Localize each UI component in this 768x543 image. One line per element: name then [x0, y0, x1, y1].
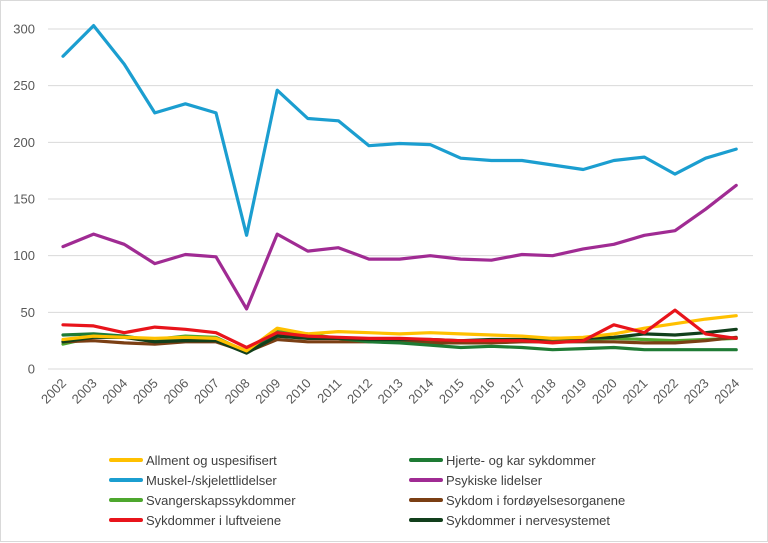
x-tick-label: 2007 [191, 376, 222, 407]
legend-label: Hjerte- og kar sykdommer [446, 452, 596, 468]
series-line-psykiske-lidelser [61, 183, 738, 311]
y-tick-label: 150 [13, 192, 35, 207]
series-line-sykdommer-i-luftveiene [61, 308, 738, 350]
legend-item-fordoyelse: Sykdom i fordøyelsesorganene [409, 491, 625, 509]
gridlines [48, 28, 753, 370]
x-tick-label: 2014 [405, 376, 436, 407]
legend-item-svangerskap: Svangerskapssykdommer [109, 491, 296, 509]
x-tick-label: 2012 [344, 376, 375, 407]
legend-swatch [409, 478, 443, 482]
x-tick-label: 2022 [650, 376, 681, 407]
x-tick-label: 2013 [375, 376, 406, 407]
x-tick-label: 2010 [283, 376, 314, 407]
y-tick-label: 300 [13, 22, 35, 37]
legend-swatch [409, 458, 443, 462]
legend-label: Muskel-/skjelettlidelser [146, 472, 277, 488]
x-tick-label: 2016 [466, 376, 497, 407]
x-tick-label: 2018 [528, 376, 559, 407]
series-lines [61, 24, 738, 355]
legend-item-muskel: Muskel-/skjelettlidelser [109, 471, 277, 489]
x-tick-label: 2005 [130, 376, 161, 407]
y-tick-label: 100 [13, 248, 35, 263]
x-tick-label: 2024 [711, 376, 742, 407]
y-axis-ticks: 0 50 100 150 200 250 300 [13, 22, 35, 377]
legend-item-psykiske: Psykiske lidelser [409, 471, 542, 489]
x-tick-label: 2019 [558, 376, 589, 407]
x-tick-label: 2023 [681, 376, 712, 407]
legend-label: Psykiske lidelser [446, 472, 543, 488]
y-tick-label: 200 [13, 135, 35, 150]
x-tick-label: 2017 [497, 376, 528, 407]
x-tick-label: 2011 [314, 376, 344, 406]
legend-label: Svangerskapssykdommer [146, 492, 296, 508]
y-tick-label: 0 [28, 362, 35, 377]
x-tick-label: 2003 [69, 376, 100, 407]
x-tick-label: 2009 [252, 376, 283, 407]
series-line-muskel-skjelettlidelser [61, 24, 738, 237]
legend-label: Sykdommer i nervesystemet [446, 512, 610, 528]
x-tick-label: 2002 [38, 376, 69, 407]
y-tick-label: 250 [13, 78, 35, 93]
legend-item-luftveiene: Sykdommer i luftveiene [109, 511, 281, 529]
legend-swatch [109, 478, 143, 482]
legend-label: Sykdom i fordøyelsesorganene [446, 492, 626, 508]
x-tick-label: 2004 [99, 376, 130, 407]
legend-label: Allment og uspesifisert [146, 452, 277, 468]
x-axis-ticks: 2002 2003 2004 2005 2006 2007 2008 2009 2010 2011… [38, 376, 742, 407]
legend-swatch [109, 518, 143, 522]
x-tick-label: 2006 [160, 376, 191, 407]
legend-swatch [409, 498, 443, 502]
x-tick-label: 2015 [436, 376, 467, 407]
y-tick-label: 50 [21, 305, 35, 320]
x-tick-label: 2008 [222, 376, 253, 407]
legend-swatch [409, 518, 443, 522]
series-line-allment-og-uspesifisert [61, 314, 738, 353]
legend-item-allment: Allment og uspesifisert [109, 451, 277, 469]
legend-item-nervesystemet: Sykdommer i nervesystemet [409, 511, 610, 529]
legend-swatch [109, 458, 143, 462]
legend-swatch [109, 498, 143, 502]
legend-item-hjerte: Hjerte- og kar sykdommer [409, 451, 596, 469]
x-tick-label: 2021 [619, 376, 650, 407]
x-tick-label: 2020 [589, 376, 620, 407]
legend-label: Sykdommer i luftveiene [146, 512, 282, 528]
